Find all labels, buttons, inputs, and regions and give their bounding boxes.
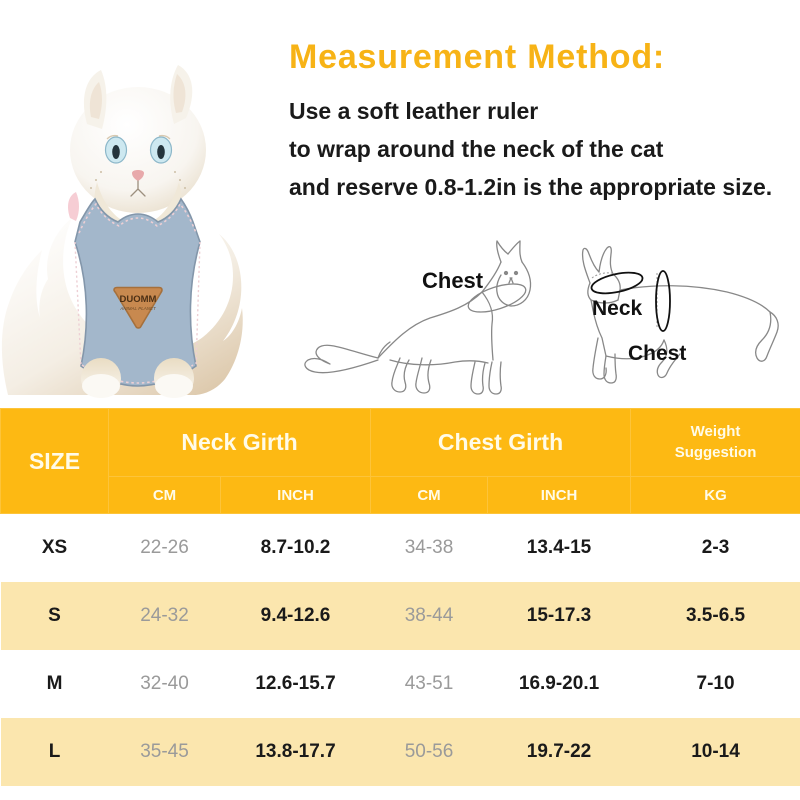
- svg-text:Neck: Neck: [592, 297, 643, 320]
- svg-text:Chest: Chest: [628, 342, 686, 365]
- svg-text:ANIMAL PLANET: ANIMAL PLANET: [119, 306, 157, 311]
- svg-text:DUOMM: DUOMM: [120, 294, 157, 305]
- svg-text:Chest: Chest: [422, 268, 484, 293]
